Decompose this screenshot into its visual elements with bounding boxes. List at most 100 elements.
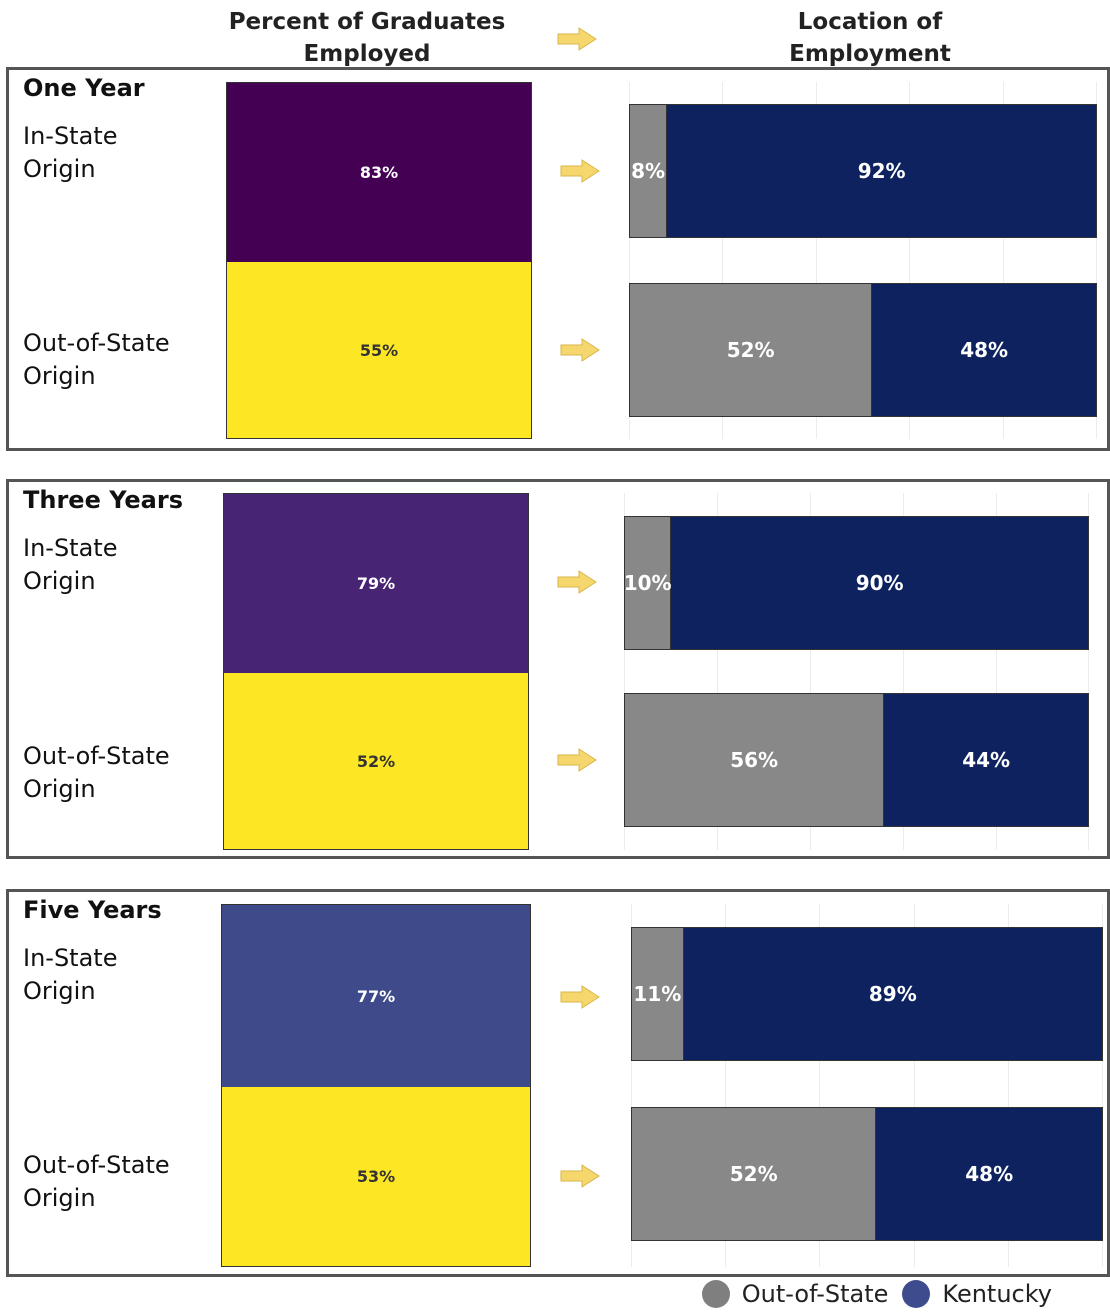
location-out-state-segment: 52% <box>630 284 873 416</box>
legend-label: Kentucky <box>942 1280 1052 1308</box>
location-out-state-segment: 8% <box>630 105 668 237</box>
location-out-state-segment: 10% <box>623 517 672 649</box>
gridline <box>1096 82 1097 439</box>
location-kentucky-label: 89% <box>868 982 917 1006</box>
employed-chart: 77% 53% <box>221 904 531 1267</box>
location-bar-out-state: 52% 48% <box>629 283 1097 417</box>
out-state-origin-label: Out-of-State Origin <box>23 327 170 393</box>
out-state-origin-label: Out-of-State Origin <box>23 740 170 806</box>
gridline <box>1003 82 1004 439</box>
location-kentucky-label: 92% <box>857 159 906 183</box>
employed-in-state-label: 83% <box>359 163 399 182</box>
arrow-right-icon <box>560 338 600 362</box>
employed-in-state-bar: 83% <box>227 83 531 262</box>
arrow-right-icon <box>560 1164 600 1188</box>
in-state-origin-label: In-State Origin <box>23 532 117 598</box>
out-state-origin-line-2: Origin <box>23 1184 96 1212</box>
in-state-origin-line-2: Origin <box>23 567 96 595</box>
employed-in-state-label: 77% <box>356 986 396 1006</box>
arrow-right-icon <box>560 159 600 183</box>
location-out-state-label: 11% <box>633 982 682 1006</box>
location-kentucky-segment: 92% <box>667 105 1096 237</box>
location-header-line-2: Employment <box>789 41 951 67</box>
gridline <box>725 904 726 1267</box>
in-state-origin-label: In-State Origin <box>23 942 117 1008</box>
location-out-state-label: 56% <box>730 748 779 772</box>
legend-swatch-icon <box>902 1280 931 1308</box>
location-out-state-label: 10% <box>623 571 672 595</box>
location-bar-in-state: 11% 89% <box>631 927 1103 1061</box>
legend-label: Out-of-State <box>741 1280 889 1308</box>
employed-out-state-bar: 55% <box>227 262 531 438</box>
employed-chart: 79% 52% <box>223 493 529 850</box>
employed-out-state-label: 53% <box>356 1167 396 1186</box>
employed-header-line-2: Employed <box>303 41 431 67</box>
legend: Out-of-State Kentucky <box>688 1280 1052 1308</box>
employed-out-state-bar: 52% <box>224 673 528 849</box>
arrow-right-icon <box>557 748 597 772</box>
out-state-origin-line-2: Origin <box>23 775 96 803</box>
location-out-state-label: 8% <box>631 159 666 183</box>
gridline <box>816 82 817 439</box>
gridline <box>629 82 630 439</box>
in-state-origin-line-2: Origin <box>23 977 96 1005</box>
location-out-state-label: 52% <box>726 338 775 362</box>
location-out-state-label: 52% <box>729 1162 778 1186</box>
employed-out-state-label: 55% <box>359 340 399 360</box>
location-chart: 8% 92% 52% 48% <box>629 82 1097 439</box>
location-kentucky-label: 48% <box>960 338 1009 362</box>
location-kentucky-segment: 44% <box>884 694 1088 826</box>
gridline <box>914 904 915 1267</box>
gridline <box>624 493 625 850</box>
in-state-origin-line-2: Origin <box>23 155 96 183</box>
gridline <box>909 82 910 439</box>
out-state-origin-line-1: Out-of-State <box>23 742 170 770</box>
location-kentucky-label: 90% <box>855 571 904 595</box>
gridline <box>1008 904 1009 1267</box>
out-state-origin-line-2: Origin <box>23 362 96 390</box>
employed-chart: 83% 55% <box>226 82 532 439</box>
employed-header-line-1: Percent of Graduates <box>228 9 506 35</box>
location-chart: 10% 90% 56% 44% <box>624 493 1089 850</box>
out-state-origin-line-1: Out-of-State <box>23 329 170 357</box>
location-kentucky-segment: 90% <box>671 517 1088 649</box>
gridline <box>722 82 723 439</box>
location-kentucky-segment: 89% <box>683 928 1102 1060</box>
gridline <box>996 493 997 850</box>
panel-three-years: Three Years In-State Origin Out-of-State… <box>6 479 1110 859</box>
out-state-origin-line-1: Out-of-State <box>23 1151 170 1179</box>
gridline <box>1088 493 1089 850</box>
location-header-line-1: Location of <box>797 9 943 35</box>
location-chart: 11% 89% 52% 48% <box>631 904 1103 1267</box>
gridline <box>819 904 820 1267</box>
period-label: One Year <box>23 74 145 102</box>
gridline <box>631 904 632 1267</box>
period-label: Five Years <box>23 896 162 924</box>
gridline <box>810 493 811 850</box>
in-state-origin-label: In-State Origin <box>23 120 117 186</box>
employed-in-state-bar: 79% <box>224 494 528 673</box>
location-bar-in-state: 8% 92% <box>629 104 1097 238</box>
in-state-origin-line-1: In-State <box>23 944 118 972</box>
location-kentucky-segment: 48% <box>876 1108 1102 1240</box>
gridline <box>717 493 718 850</box>
legend-item-out-of-state: Out-of-State <box>701 1280 889 1308</box>
location-out-state-segment: 11% <box>632 928 684 1060</box>
location-column-header: Location of Employment <box>735 6 1005 70</box>
panel-one-year: One Year In-State Origin Out-of-State Or… <box>6 67 1110 451</box>
employed-out-state-label: 52% <box>356 751 396 771</box>
employed-column-header: Percent of Graduates Employed <box>222 6 512 70</box>
gridline <box>903 493 904 850</box>
in-state-origin-line-1: In-State <box>23 534 118 562</box>
location-bar-out-state: 56% 44% <box>624 693 1089 827</box>
legend-swatch-icon <box>701 1280 730 1308</box>
employed-out-state-bar: 53% <box>222 1087 530 1266</box>
out-state-origin-label: Out-of-State Origin <box>23 1149 170 1215</box>
panel-five-years: Five Years In-State Origin Out-of-State … <box>6 889 1110 1277</box>
location-bar-in-state: 10% 90% <box>624 516 1089 650</box>
location-kentucky-label: 48% <box>965 1162 1014 1186</box>
employed-in-state-bar: 77% <box>222 905 530 1087</box>
header-arrow-icon <box>557 27 597 51</box>
location-out-state-segment: 56% <box>625 694 885 826</box>
arrow-right-icon <box>560 985 600 1009</box>
